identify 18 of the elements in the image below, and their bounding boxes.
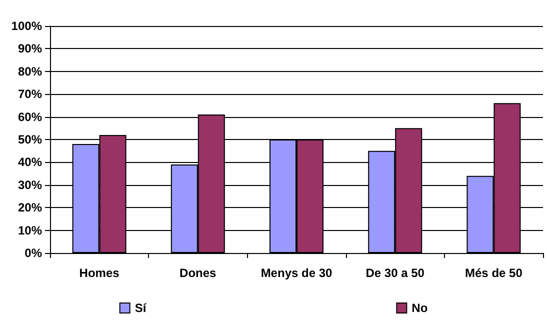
y-tick-label: 100%	[11, 19, 42, 33]
y-tick-label: 10%	[18, 223, 42, 238]
y-tick-label: 50%	[18, 132, 42, 146]
legend-label: No	[412, 301, 428, 315]
y-tick-label: 20%	[18, 200, 42, 215]
legend-label: Sí	[134, 301, 147, 315]
y-tick-label: 80%	[18, 64, 42, 78]
x-tick-label: Dones	[180, 266, 217, 280]
y-tick-label: 40%	[18, 155, 42, 170]
x-tick-label: Més de 50	[465, 266, 523, 280]
y-tick-label: 60%	[18, 110, 42, 124]
y-tick-label: 90%	[18, 42, 42, 56]
y-tick-label: 0%	[24, 246, 42, 260]
x-tick-label: Homes	[79, 266, 120, 280]
x-tick-label: Menys de 30	[260, 266, 333, 280]
y-tick-label: 70%	[18, 87, 42, 102]
x-tick-label: De 30 a 50	[366, 266, 425, 280]
y-tick-label: 30%	[18, 178, 42, 192]
